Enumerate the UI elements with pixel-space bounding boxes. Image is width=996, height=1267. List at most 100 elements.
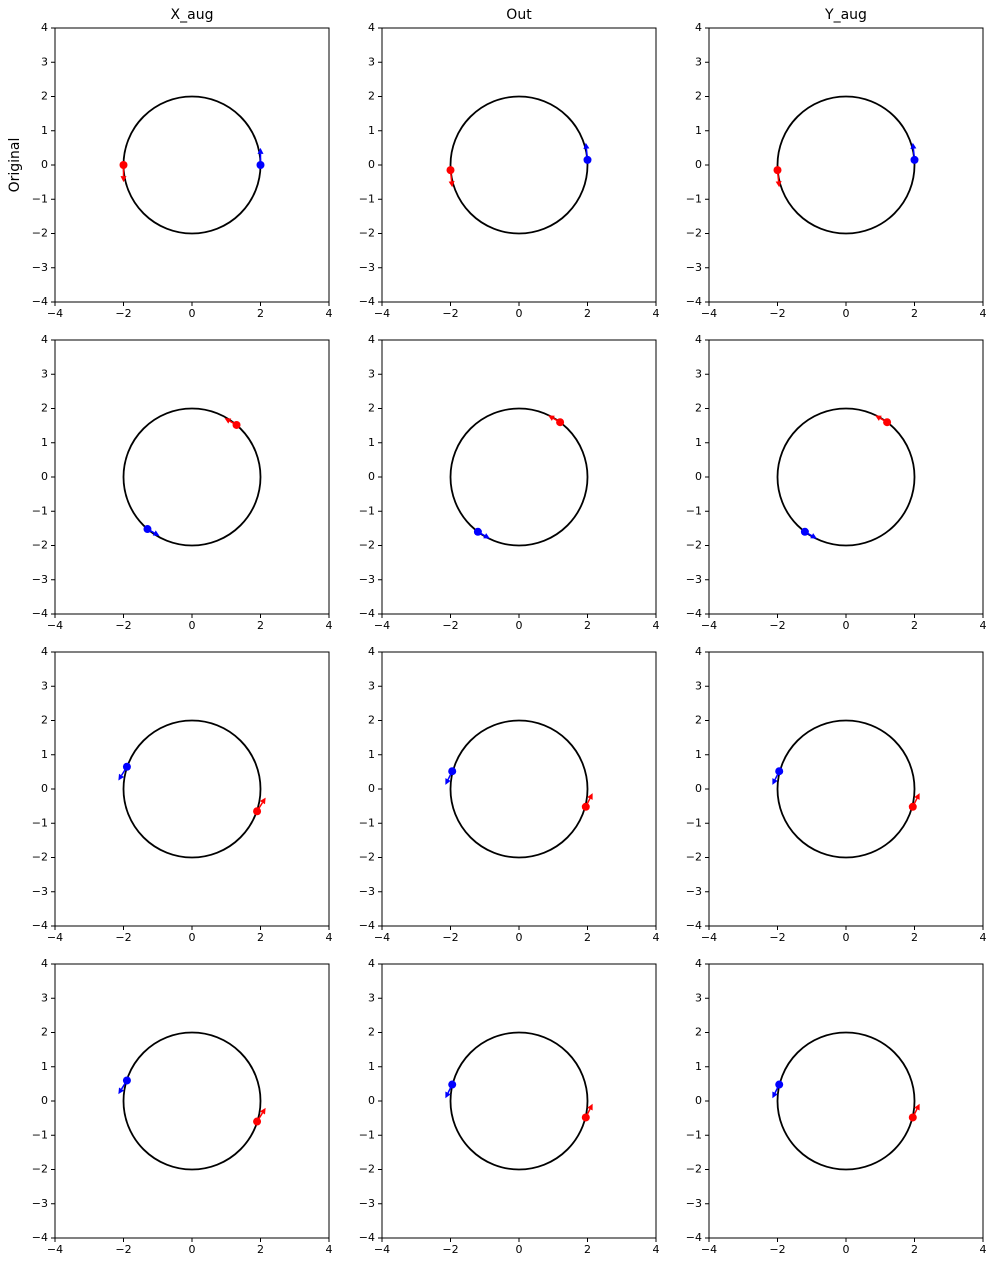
- arrow-head: [118, 1087, 125, 1095]
- x-tick-label: 4: [326, 307, 333, 320]
- y-tick-label: −1: [686, 192, 702, 205]
- y-tick-label: 4: [41, 957, 48, 970]
- point: [773, 166, 782, 175]
- x-tick-label: 4: [980, 1243, 987, 1256]
- y-tick-label: 1: [368, 1060, 375, 1073]
- x-tick-label: 0: [843, 931, 850, 944]
- circle-curve: [122, 719, 262, 859]
- arrow-head: [445, 778, 451, 785]
- y-tick-label: −4: [359, 295, 375, 308]
- point: [143, 525, 152, 534]
- y-tick-label: 2: [41, 1026, 48, 1039]
- y-tick-label: −2: [359, 1163, 375, 1176]
- point: [232, 420, 241, 429]
- y-tick-label: 1: [695, 748, 702, 761]
- panel-title: X_aug: [171, 7, 214, 23]
- point: [119, 161, 128, 169]
- x-tick-label: 2: [911, 1243, 918, 1256]
- point: [883, 418, 892, 427]
- y-tick-label: −2: [359, 227, 375, 240]
- y-tick-label: 2: [695, 402, 702, 415]
- arrow-head: [772, 778, 778, 785]
- y-tick-label: −3: [686, 573, 702, 586]
- y-tick-label: 3: [695, 991, 702, 1004]
- arrow-head: [914, 793, 920, 800]
- y-tick-label: 1: [41, 1060, 48, 1073]
- point: [448, 767, 457, 776]
- x-tick-label: 4: [326, 1243, 333, 1256]
- circle-curve: [776, 719, 916, 859]
- circle-curve: [776, 95, 916, 235]
- x-tick-label: 2: [911, 619, 918, 632]
- y-tick-label: 3: [41, 55, 48, 68]
- y-tick-label: 1: [41, 124, 48, 137]
- y-tick-label: 1: [368, 748, 375, 761]
- x-tick-label: −4: [701, 307, 717, 320]
- point: [581, 802, 590, 811]
- circle-curve: [122, 95, 262, 235]
- y-tick-label: −1: [686, 504, 702, 517]
- x-tick-label: −2: [442, 307, 458, 320]
- y-tick-label: −1: [686, 816, 702, 829]
- arrow-head: [810, 533, 817, 539]
- y-tick-label: 2: [695, 90, 702, 103]
- y-tick-label: −3: [359, 573, 375, 586]
- y-tick-label: 3: [41, 991, 48, 1004]
- x-tick-label: 4: [653, 619, 660, 632]
- arrow-head: [587, 1103, 593, 1111]
- y-tick-label: 1: [368, 436, 375, 449]
- y-tick-label: −3: [686, 261, 702, 274]
- y-tick-label: −1: [32, 504, 48, 517]
- y-tick-label: −2: [32, 539, 48, 552]
- point: [775, 1080, 784, 1089]
- y-tick-label: 4: [695, 957, 702, 970]
- y-tick-label: 0: [368, 782, 375, 795]
- plot-frame: [708, 27, 984, 303]
- y-tick-label: 1: [695, 1060, 702, 1073]
- x-tick-label: 2: [911, 931, 918, 944]
- arrow-head: [224, 418, 232, 424]
- y-axis-label: Original: [7, 138, 23, 193]
- arrow-head: [259, 797, 266, 805]
- x-tick-label: 0: [516, 1243, 523, 1256]
- x-tick-label: 4: [326, 931, 333, 944]
- x-tick-label: −4: [47, 619, 63, 632]
- y-tick-label: −1: [359, 1128, 375, 1141]
- y-tick-label: 0: [695, 158, 702, 171]
- y-tick-label: 1: [695, 436, 702, 449]
- point: [122, 1076, 131, 1085]
- panel: −4 −2 0 2 4 −4 −3 −2 −1 0 1 2 3 4 X_aug Original: [7, 7, 333, 320]
- y-tick-label: −4: [32, 1231, 48, 1244]
- plot-frame: [54, 963, 330, 1239]
- y-tick-label: 0: [41, 470, 48, 483]
- x-tick-label: 2: [584, 1243, 591, 1256]
- y-tick-label: 4: [368, 957, 375, 970]
- x-tick-label: −2: [115, 619, 131, 632]
- y-tick-label: 0: [695, 782, 702, 795]
- x-tick-label: −4: [47, 931, 63, 944]
- x-tick-label: 2: [584, 307, 591, 320]
- y-tick-label: 2: [695, 714, 702, 727]
- y-tick-label: −2: [32, 227, 48, 240]
- y-tick-label: −3: [32, 1197, 48, 1210]
- panel: −4 −2 0 2 4 −4 −3 −2 −1 0 1 2 3 4: [359, 333, 660, 632]
- y-tick-label: 1: [368, 124, 375, 137]
- y-tick-label: −1: [32, 192, 48, 205]
- x-tick-label: −4: [47, 1243, 63, 1256]
- circle-curve: [449, 1031, 589, 1171]
- y-tick-label: 0: [41, 1094, 48, 1107]
- y-tick-label: 0: [41, 782, 48, 795]
- y-tick-label: 4: [368, 333, 375, 346]
- y-tick-label: 2: [41, 90, 48, 103]
- point: [446, 166, 455, 175]
- x-tick-label: 2: [257, 619, 264, 632]
- y-tick-label: −1: [359, 816, 375, 829]
- point: [908, 802, 917, 811]
- x-tick-label: −4: [47, 307, 63, 320]
- y-tick-label: 4: [41, 333, 48, 346]
- y-tick-label: −4: [32, 295, 48, 308]
- panel: −4 −2 0 2 4 −4 −3 −2 −1 0 1 2 3 4: [359, 645, 660, 944]
- y-tick-label: 2: [368, 402, 375, 415]
- circle-curve: [776, 407, 916, 547]
- y-tick-label: −3: [686, 885, 702, 898]
